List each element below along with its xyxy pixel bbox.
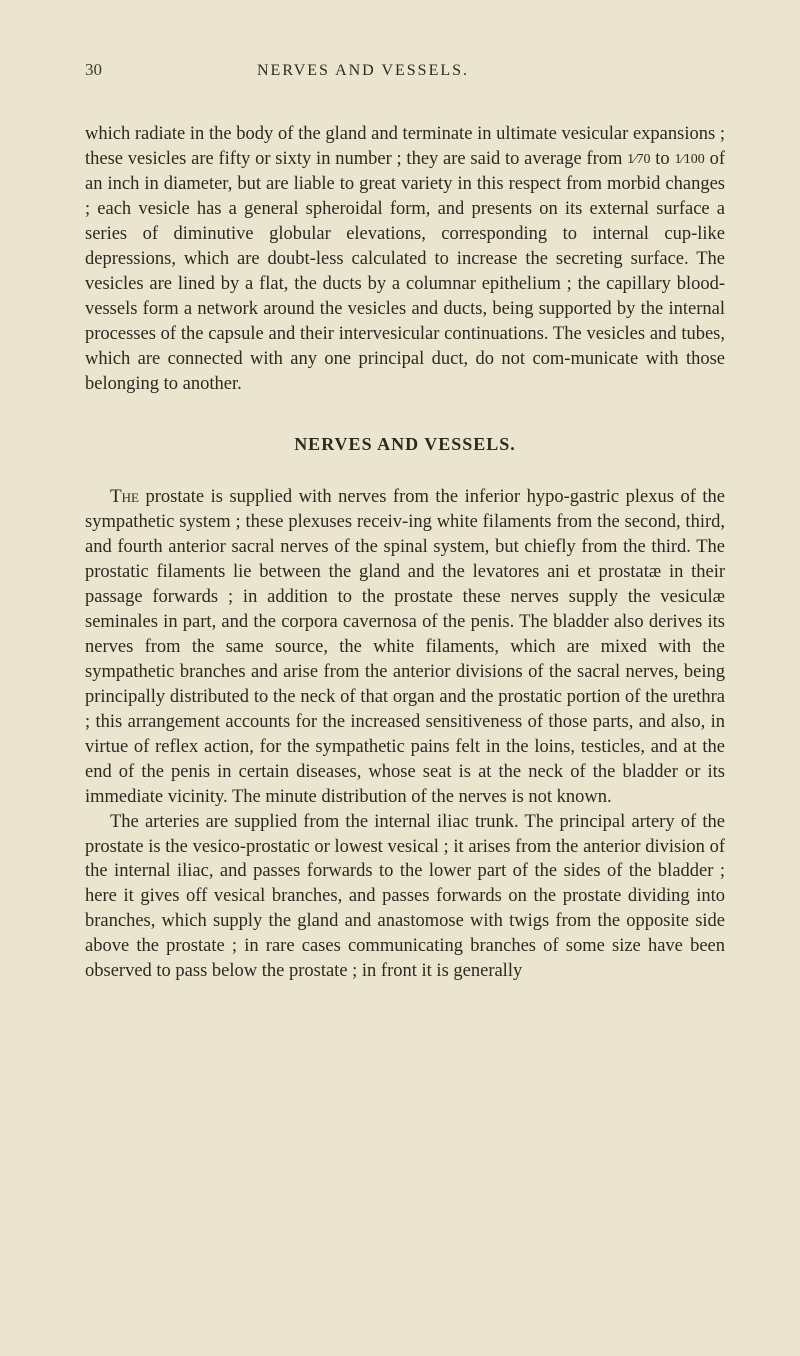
para2-text: prostate is supplied with nerves from th… [85,487,725,807]
page-number: 30 [85,60,102,80]
fraction-2: 1⁄100 [674,152,704,167]
paragraph-3: The arteries are supplied from the inter… [85,810,725,985]
para1-text-b: to [651,149,675,169]
para1-text-c: of an inch in diameter, but are liable t… [85,149,725,394]
page-header: 30 NERVES AND VESSELS. [85,60,725,80]
body-content: which radiate in the body of the gland a… [85,122,725,984]
section-title: NERVES AND VESSELS. [85,432,725,456]
paragraph-2: The prostate is supplied with nerves fro… [85,484,725,810]
header-title: NERVES AND VESSELS. [257,62,469,80]
fraction-1: 1⁄70 [627,152,650,167]
the-smallcaps: The [110,486,139,507]
paragraph-1: which radiate in the body of the gland a… [85,122,725,397]
